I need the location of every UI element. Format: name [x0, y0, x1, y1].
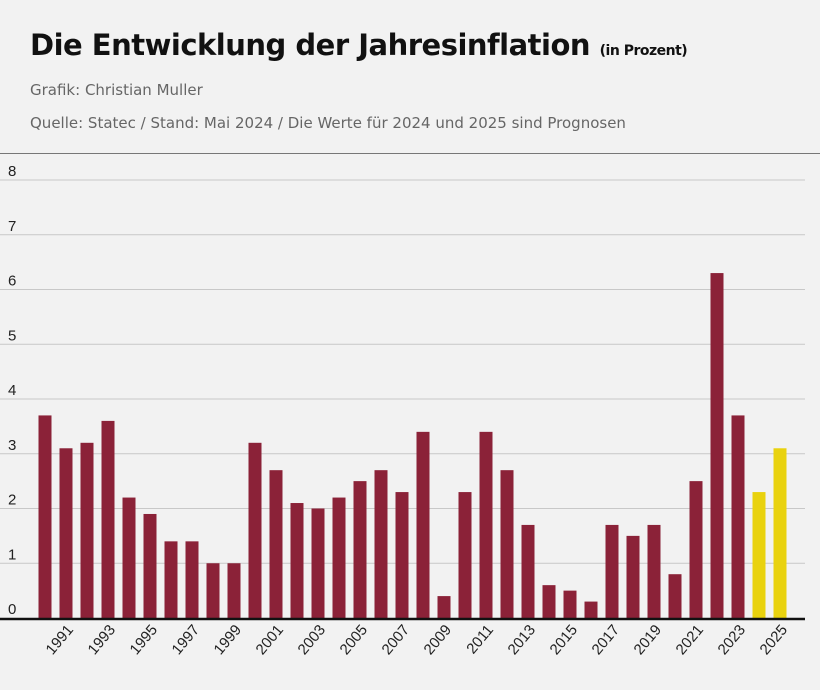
y-tick-label: 7 — [8, 218, 16, 235]
bar-1990 — [38, 415, 52, 618]
bar-1998 — [206, 563, 220, 618]
chart-title: Die Entwicklung der Jahresinflation (in … — [30, 28, 688, 62]
bar-2003 — [311, 508, 325, 618]
bar-2000 — [248, 442, 262, 618]
y-tick-label: 4 — [8, 382, 16, 399]
x-tick-label: 1997 — [169, 622, 203, 658]
header-divider — [0, 153, 820, 154]
bar-1994 — [122, 497, 136, 618]
bar-2006 — [374, 470, 388, 618]
bar-2024 — [752, 492, 766, 618]
bar-2007 — [395, 492, 409, 618]
bar-2009 — [437, 596, 451, 618]
bar-2022 — [710, 273, 724, 618]
x-tick-label: 2003 — [295, 622, 329, 658]
x-tick-label: 1999 — [211, 622, 245, 658]
x-tick-label: 1993 — [85, 622, 119, 658]
bar-1992 — [80, 442, 94, 618]
bar-2008 — [416, 431, 430, 618]
credit: Grafik: Christian Muller — [30, 81, 203, 99]
y-tick-label: 6 — [8, 273, 16, 290]
title-text: Die Entwicklung der Jahresinflation — [30, 28, 591, 62]
bar-2012 — [500, 470, 514, 618]
x-tick-label: 2005 — [337, 622, 371, 658]
bar-1997 — [185, 541, 199, 618]
bar-1993 — [101, 420, 115, 618]
x-tick-label: 2025 — [757, 622, 791, 658]
bar-1991 — [59, 448, 73, 618]
y-tick-label: 5 — [8, 327, 16, 344]
x-tick-label: 1991 — [43, 622, 77, 658]
bar-2023 — [731, 415, 745, 618]
y-tick-label: 2 — [8, 492, 16, 509]
x-tick-label: 2013 — [505, 622, 539, 658]
source-note: Quelle: Statec / Stand: Mai 2024 / Die W… — [30, 114, 626, 132]
bar-2002 — [290, 503, 304, 618]
bar-2025 — [773, 448, 787, 618]
bar-2021 — [689, 481, 703, 618]
x-tick-label: 2001 — [253, 622, 287, 658]
x-tick-label: 2021 — [673, 622, 707, 658]
x-tick-label: 2009 — [421, 622, 455, 658]
bar-2014 — [542, 585, 556, 618]
y-tick-label: 0 — [8, 601, 16, 618]
x-tick-label: 2015 — [547, 622, 581, 658]
x-tick-label: 2011 — [463, 622, 497, 658]
bar-1996 — [164, 541, 178, 618]
y-tick-label: 3 — [8, 437, 16, 454]
bar-2019 — [647, 524, 661, 618]
bar-2016 — [584, 601, 598, 618]
bar-1999 — [227, 563, 241, 618]
x-tick-label: 1995 — [127, 622, 161, 658]
bar-2004 — [332, 497, 346, 618]
y-tick-label: 8 — [8, 163, 16, 180]
x-tick-label: 2017 — [589, 622, 623, 658]
bar-2020 — [668, 574, 682, 618]
bar-2001 — [269, 470, 283, 618]
bar-2015 — [563, 590, 577, 618]
x-tick-label: 2019 — [631, 622, 665, 658]
x-tick-label: 2007 — [379, 622, 413, 658]
bar-2010 — [458, 492, 472, 618]
bar-2017 — [605, 524, 619, 618]
bar-2011 — [479, 431, 493, 618]
bar-2018 — [626, 535, 640, 618]
bar-2005 — [353, 481, 367, 618]
bar-2013 — [521, 524, 535, 618]
y-tick-label: 1 — [8, 546, 16, 563]
bar-1995 — [143, 513, 157, 618]
x-tick-label: 2023 — [715, 622, 749, 658]
title-unit: (in Prozent) — [599, 43, 688, 59]
